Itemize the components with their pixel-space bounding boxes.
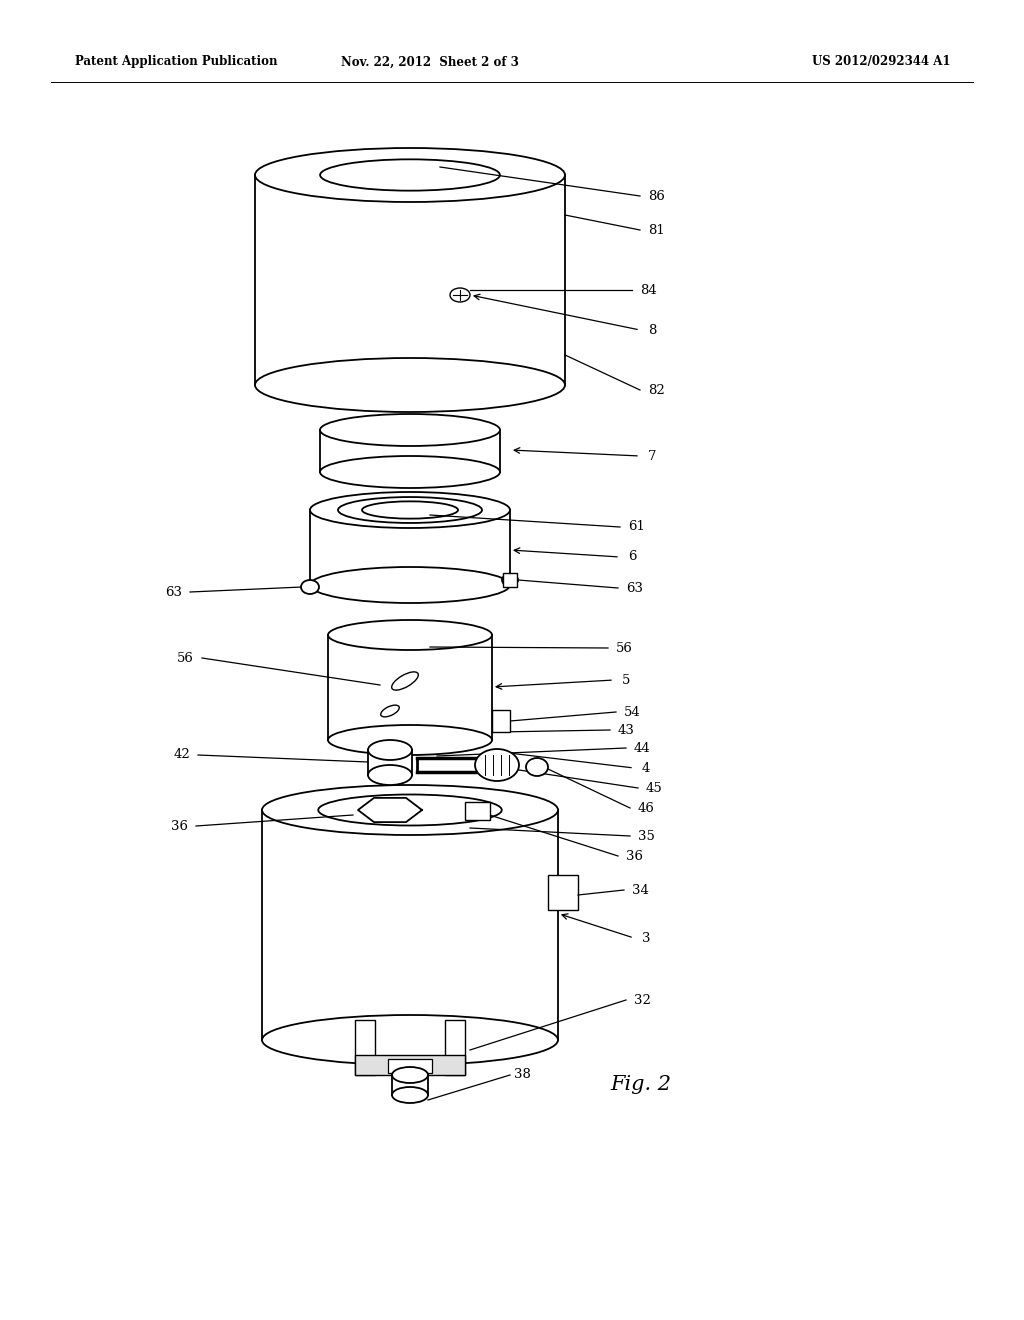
Ellipse shape [381, 705, 399, 717]
FancyBboxPatch shape [310, 510, 510, 585]
FancyBboxPatch shape [328, 635, 492, 741]
Text: 7: 7 [648, 450, 656, 462]
Text: 63: 63 [165, 586, 182, 598]
Text: US 2012/0292344 A1: US 2012/0292344 A1 [811, 55, 950, 69]
FancyBboxPatch shape [492, 710, 510, 733]
Ellipse shape [255, 358, 565, 412]
Ellipse shape [502, 574, 518, 586]
Text: Nov. 22, 2012  Sheet 2 of 3: Nov. 22, 2012 Sheet 2 of 3 [341, 55, 519, 69]
Ellipse shape [319, 455, 500, 488]
Text: 5: 5 [622, 673, 631, 686]
Ellipse shape [328, 620, 492, 649]
FancyBboxPatch shape [388, 1059, 432, 1073]
Ellipse shape [318, 795, 502, 825]
FancyBboxPatch shape [319, 430, 500, 473]
Text: 8: 8 [648, 323, 656, 337]
Ellipse shape [262, 1015, 558, 1065]
FancyBboxPatch shape [255, 176, 565, 385]
Text: Fig. 2: Fig. 2 [610, 1076, 671, 1094]
Ellipse shape [310, 492, 510, 528]
Text: 82: 82 [648, 384, 665, 396]
Text: 4: 4 [642, 762, 650, 775]
Ellipse shape [368, 766, 412, 785]
Ellipse shape [301, 579, 319, 594]
Ellipse shape [328, 725, 492, 755]
Ellipse shape [526, 758, 548, 776]
Text: 36: 36 [626, 850, 643, 862]
Text: 86: 86 [648, 190, 665, 202]
Text: 45: 45 [646, 781, 663, 795]
Text: 61: 61 [628, 520, 645, 533]
FancyBboxPatch shape [355, 1020, 375, 1074]
Text: 46: 46 [638, 801, 655, 814]
Text: 44: 44 [634, 742, 650, 755]
FancyBboxPatch shape [355, 1055, 465, 1074]
Ellipse shape [392, 1086, 428, 1104]
Ellipse shape [255, 148, 565, 202]
FancyBboxPatch shape [445, 1020, 465, 1074]
Text: 38: 38 [514, 1068, 530, 1081]
FancyBboxPatch shape [465, 803, 490, 820]
FancyBboxPatch shape [503, 573, 517, 587]
FancyBboxPatch shape [392, 1074, 428, 1096]
Text: 42: 42 [173, 748, 190, 762]
Text: 36: 36 [171, 820, 188, 833]
Ellipse shape [450, 288, 470, 302]
Ellipse shape [368, 741, 412, 760]
Ellipse shape [319, 414, 500, 446]
Text: 34: 34 [632, 883, 649, 896]
Text: 56: 56 [616, 642, 633, 655]
Text: 6: 6 [628, 550, 637, 564]
Ellipse shape [262, 785, 558, 836]
Polygon shape [358, 797, 422, 822]
Text: 84: 84 [640, 284, 656, 297]
Text: 32: 32 [634, 994, 651, 1006]
FancyBboxPatch shape [548, 875, 578, 909]
Text: 63: 63 [626, 582, 643, 594]
Ellipse shape [392, 1067, 428, 1082]
Ellipse shape [391, 672, 419, 690]
Text: 81: 81 [648, 223, 665, 236]
FancyBboxPatch shape [368, 750, 412, 775]
Ellipse shape [362, 502, 458, 519]
Ellipse shape [338, 498, 482, 523]
Ellipse shape [321, 160, 500, 190]
Text: 35: 35 [638, 829, 655, 842]
Text: 56: 56 [177, 652, 194, 664]
Text: 54: 54 [624, 705, 641, 718]
Text: 3: 3 [642, 932, 650, 945]
FancyBboxPatch shape [262, 810, 558, 1040]
Text: Patent Application Publication: Patent Application Publication [75, 55, 278, 69]
Ellipse shape [310, 568, 510, 603]
Text: 43: 43 [618, 723, 635, 737]
Ellipse shape [475, 748, 519, 781]
